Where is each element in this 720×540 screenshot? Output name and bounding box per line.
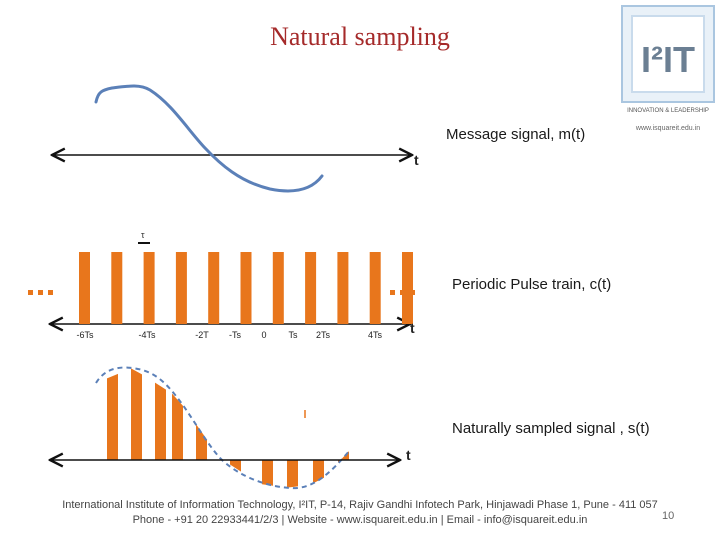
sampled-pulse-3 (172, 393, 183, 460)
message-signal-label: Message signal, m(t) (446, 126, 586, 143)
tick-labels: -6Ts -4Ts -2T -Ts 0 Ts 2Ts 4Ts (76, 330, 382, 340)
sampled-pulse-7 (287, 460, 298, 488)
sampled-pulse-4 (196, 424, 207, 460)
t-label-message: t (414, 152, 419, 168)
t-label-sampled: t (406, 447, 411, 463)
pulse-9 (369, 252, 381, 324)
pulse-5 (240, 252, 252, 324)
tick-label: -2T (195, 330, 209, 340)
ellipsis-right (390, 290, 415, 295)
pulse-train (79, 252, 413, 324)
tau-label: τ (141, 230, 145, 240)
footer-line-2: Phone - +91 20 22933441/2/3 | Website - … (132, 514, 588, 526)
pulse-train-label: Periodic Pulse train, c(t) (452, 276, 612, 293)
sampled-pulse-0 (107, 373, 118, 460)
sampled-signal-label: Naturally sampled signal , s(t) (452, 420, 650, 437)
sampled-pulse-2 (155, 382, 166, 460)
i2it-logo: I²IT INNOVATION & LEADERSHIP www.isquare… (618, 4, 718, 136)
pulse-8 (337, 252, 349, 324)
sampled-envelope (95, 366, 351, 490)
pulse-7 (305, 252, 317, 324)
footer-line-1: International Institute of Information T… (62, 499, 658, 511)
tick-label: 0 (261, 330, 266, 340)
tick-label: -Ts (229, 330, 241, 340)
pulse-2 (143, 252, 155, 324)
logo-tagline: INNOVATION & LEADERSHIP (627, 108, 709, 114)
t-label-pulse: t (410, 320, 415, 336)
sampled-pulses (107, 368, 349, 488)
sampled-pulse-6 (262, 460, 273, 486)
footer: International Institute of Information T… (0, 498, 720, 528)
message-signal-curve (94, 84, 324, 193)
tick-label: 4Ts (368, 330, 383, 340)
pulse-10 (402, 252, 413, 324)
logo-main-text: I²IT (641, 39, 695, 80)
tick-label: -4Ts (138, 330, 156, 340)
pulse-4 (208, 252, 220, 324)
tick-label: Ts (289, 330, 299, 340)
page-number: 10 (662, 510, 675, 522)
tick-label: 2Ts (316, 330, 331, 340)
pulse-3 (175, 252, 187, 324)
pulse-0 (79, 252, 90, 324)
pulse-1 (111, 252, 123, 324)
tick-label: -6Ts (76, 330, 94, 340)
pulse-6 (272, 252, 284, 324)
sampled-pulse-1 (131, 368, 142, 460)
slide-title: Natural sampling (270, 22, 450, 51)
logo-url: www.isquareit.edu.in (635, 125, 700, 132)
ellipsis-left (28, 290, 53, 295)
